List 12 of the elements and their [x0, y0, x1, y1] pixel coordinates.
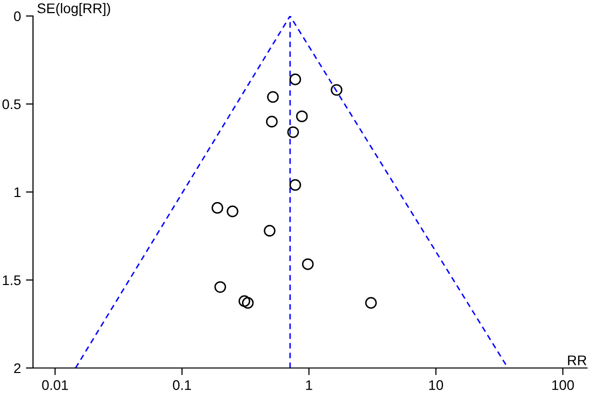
- y-tick-label: 1: [14, 187, 21, 198]
- x-tick-label: 100: [552, 380, 574, 390]
- y-tick-label: 1.5: [2, 275, 21, 286]
- x-tick-label: 1: [306, 380, 312, 390]
- y-tick-label: 0: [14, 11, 21, 22]
- x-tick-label: 10: [429, 380, 444, 390]
- x-tick-label: 0.01: [42, 380, 68, 390]
- y-axis-title: SE(log[RR]): [37, 3, 110, 16]
- x-axis-title: RR: [568, 356, 586, 366]
- y-tick-label: 2: [14, 363, 20, 374]
- x-tick-label: 0.1: [172, 380, 191, 390]
- y-tick-label: 0.5: [2, 99, 21, 110]
